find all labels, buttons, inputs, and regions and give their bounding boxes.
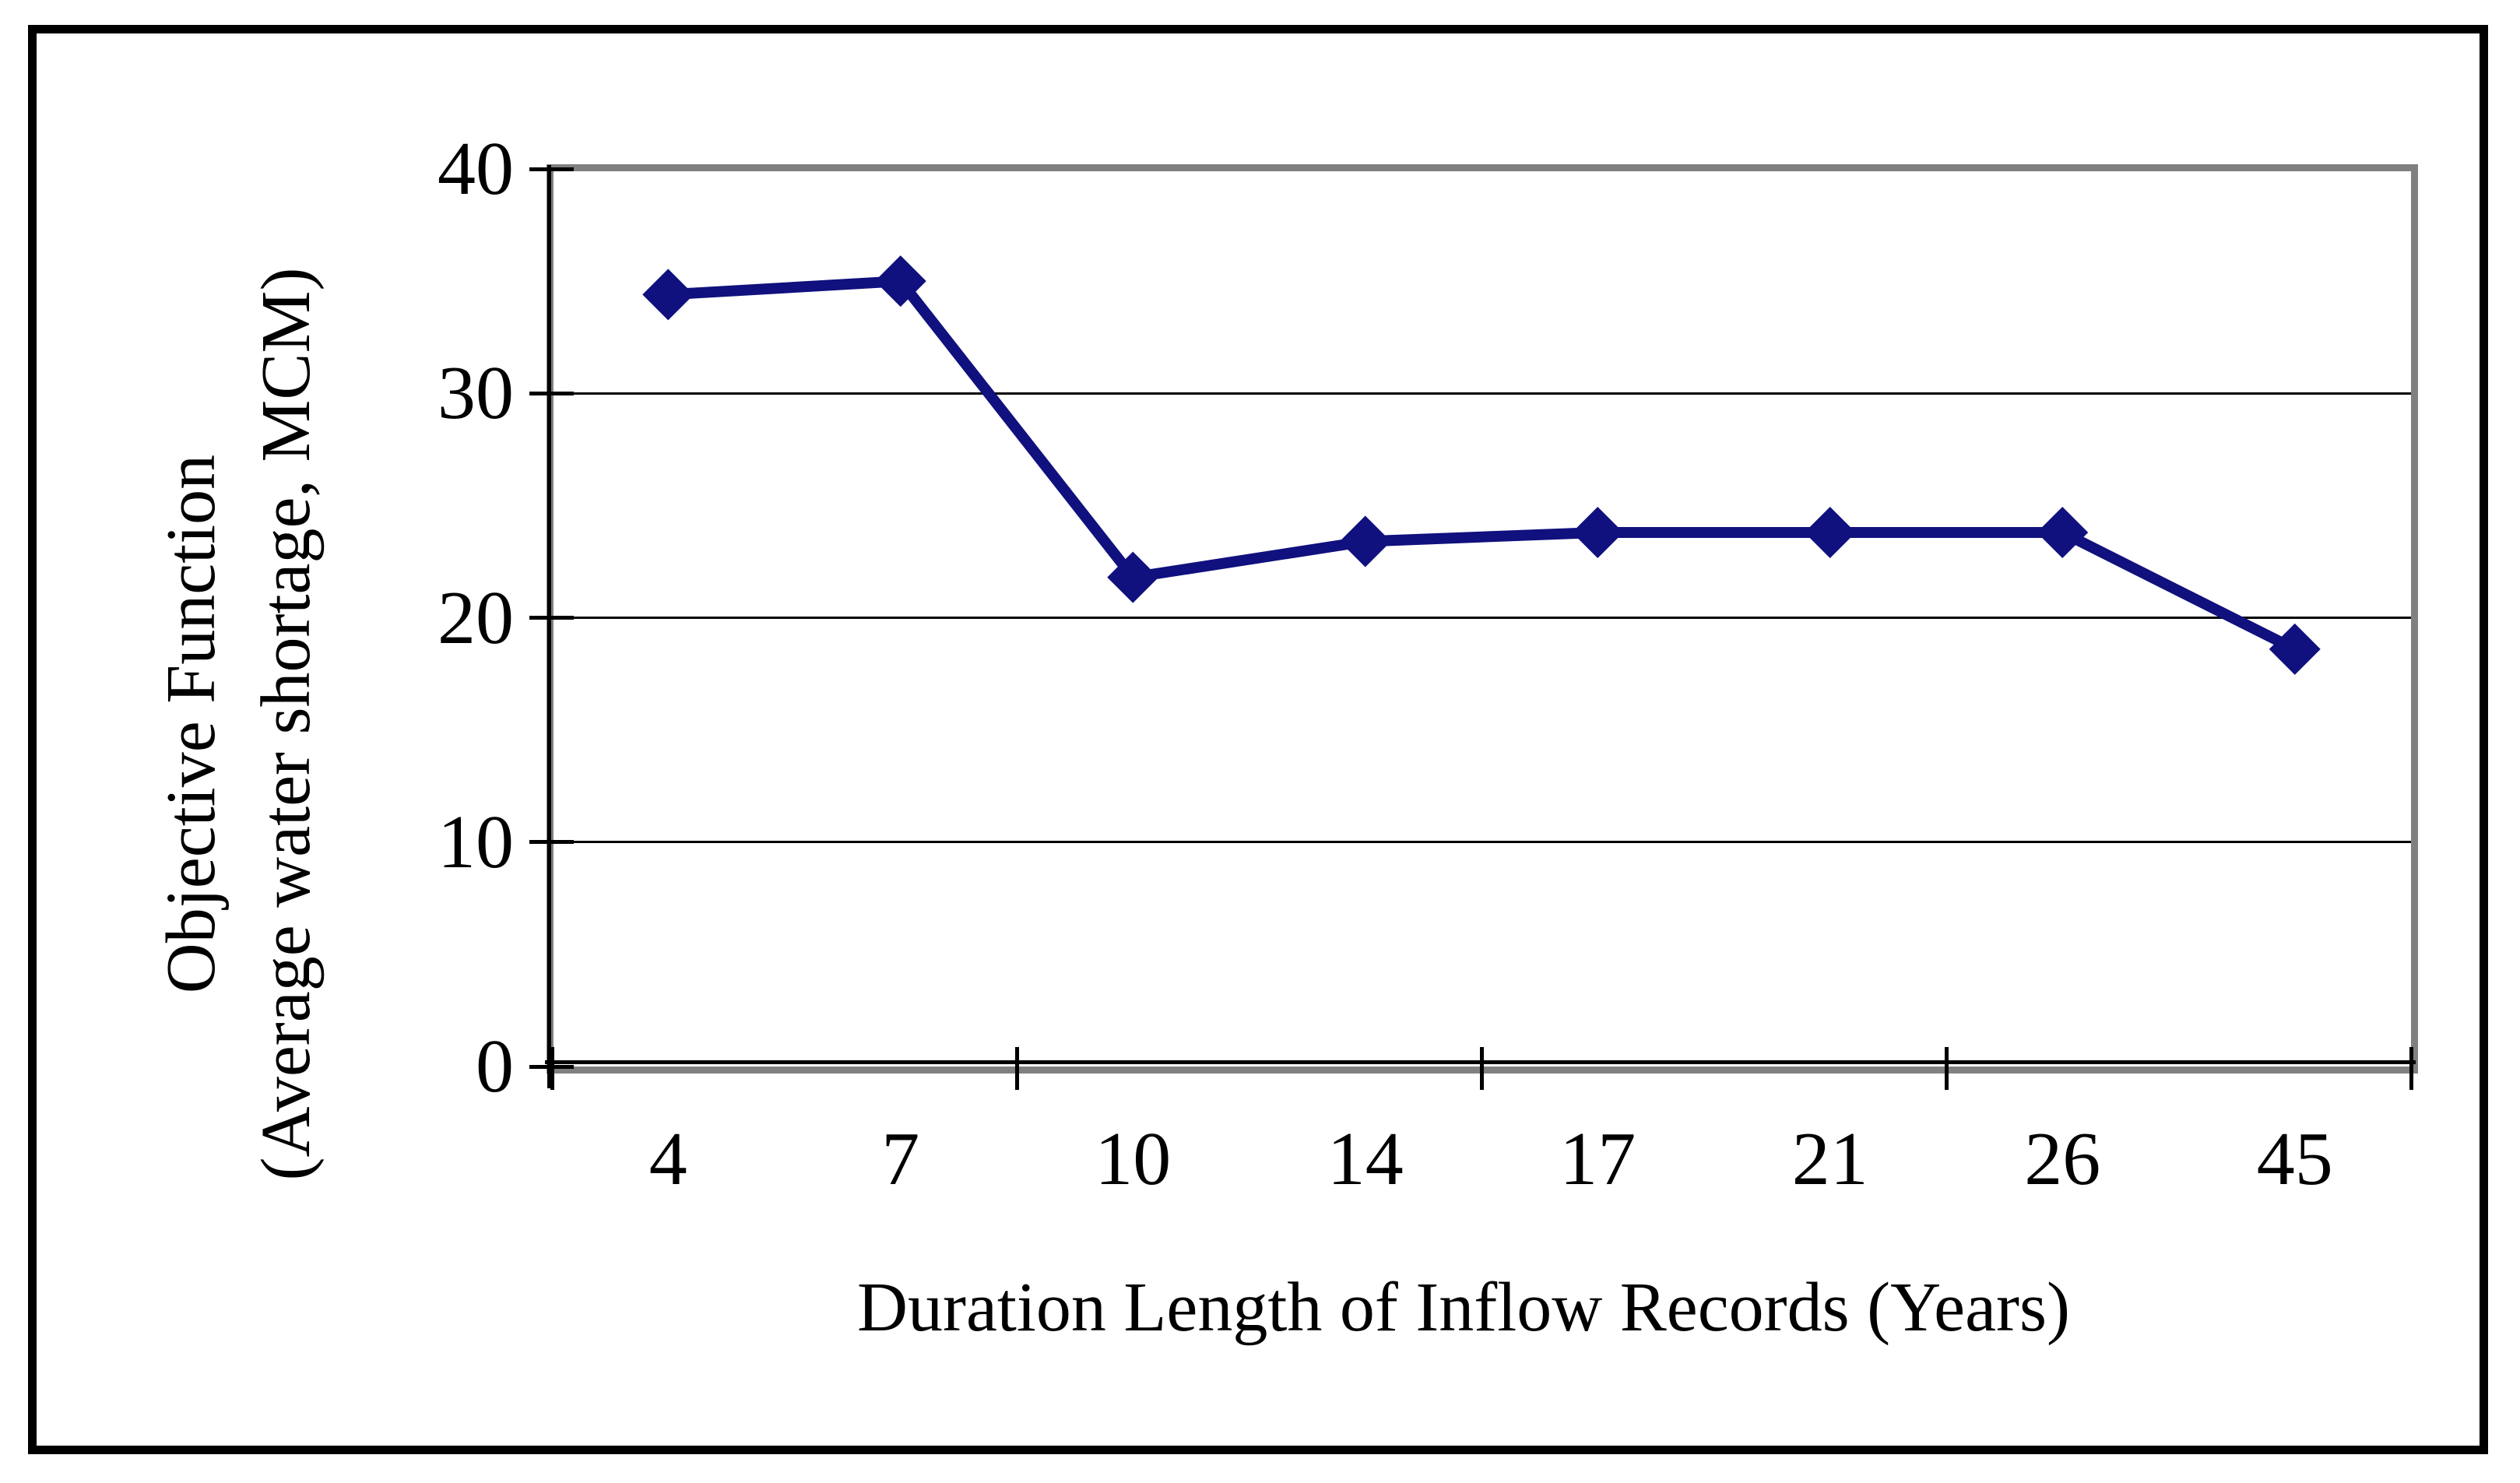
x-axis-tick-6 (1944, 1047, 1949, 1090)
plot-area (552, 169, 2411, 1067)
gridline-y-30 (552, 392, 2411, 395)
x-tick-label-26: 26 (2024, 1117, 2101, 1201)
x-tick-label-14: 14 (1327, 1117, 1404, 1201)
data-point-marker-21 (1804, 506, 1856, 558)
y-tick-label-30: 30 (438, 351, 514, 436)
x-tick-label-17: 17 (1559, 1117, 1636, 1201)
y-axis-tick-40 (529, 167, 574, 171)
y-axis-title: Objective Function (Average water shorta… (144, 268, 334, 1181)
x-axis-tick-2 (1014, 1047, 1019, 1090)
x-tick-label-10: 10 (1095, 1117, 1172, 1201)
x-tick-label-7: 7 (881, 1117, 920, 1201)
x-axis-tick-0 (550, 1047, 554, 1090)
figure-outer-border (28, 25, 2488, 1454)
data-point-marker-4 (642, 269, 694, 321)
y-axis-tick-10 (529, 840, 574, 845)
y-tick-label-0: 0 (476, 1024, 514, 1109)
x-axis-title: Duration Length of Inflow Records (Years… (857, 1269, 2070, 1346)
y-axis-tick-20 (529, 616, 574, 620)
data-point-marker-26 (2037, 506, 2089, 558)
series-plot-svg (642, 255, 2321, 675)
data-point-marker-45 (2269, 623, 2321, 675)
series-line (667, 275, 2297, 655)
gridline-y-10 (552, 841, 2411, 844)
x-axis-tick-8 (2409, 1047, 2413, 1090)
x-tick-label-4: 4 (648, 1117, 687, 1201)
data-point-marker-10 (1107, 551, 1159, 603)
data-point-marker-14 (1339, 515, 1391, 568)
y-axis-title-line1: Objective Function (153, 454, 230, 994)
x-tick-label-45: 45 (2256, 1117, 2333, 1201)
y-axis-tick-30 (529, 391, 574, 395)
y-tick-label-20: 20 (438, 575, 514, 660)
y-axis-line (547, 165, 551, 1088)
gridline-y-20 (552, 617, 2411, 619)
x-axis-tick-4 (1479, 1047, 1484, 1090)
data-point-marker-7 (874, 255, 926, 307)
y-tick-label-40: 40 (438, 127, 514, 211)
x-tick-label-21: 21 (1791, 1117, 1868, 1201)
data-point-marker-17 (1572, 506, 1624, 558)
y-tick-label-10: 10 (438, 799, 514, 884)
